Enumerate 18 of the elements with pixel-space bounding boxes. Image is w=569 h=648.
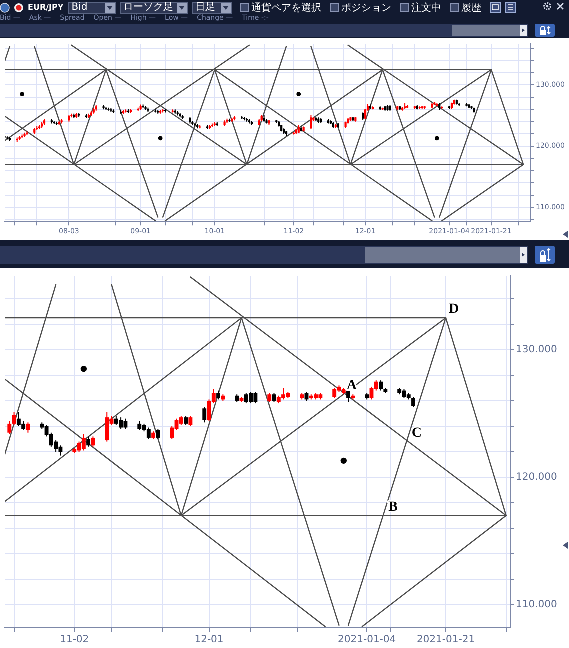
annotation: D: [449, 302, 460, 318]
x-tick-label: 11-02: [60, 634, 90, 646]
y-tick-label: 120.000: [516, 472, 558, 484]
x-tick-label: 2021-01-04: [338, 634, 396, 646]
x-tick-label: 2021-01-21: [416, 634, 476, 646]
text: 注文中: [412, 2, 442, 14]
text: 通貨ペアを選択: [252, 2, 322, 14]
dropdown-field: 日足: [192, 2, 232, 14]
annotation: B: [388, 500, 398, 515]
x-tick-label: 12-01: [194, 634, 224, 646]
chart-title: EUR/JPY: [28, 3, 64, 12]
text: ポジション: [342, 2, 392, 14]
dropdown-field: Bid: [68, 2, 116, 14]
annotation: C: [412, 426, 422, 441]
y-tick-label: 110.000: [516, 600, 558, 611]
dropdown-field: ローソク足: [120, 2, 188, 14]
text: 履歴: [462, 2, 482, 14]
y-tick-label: 130.000: [516, 344, 558, 356]
